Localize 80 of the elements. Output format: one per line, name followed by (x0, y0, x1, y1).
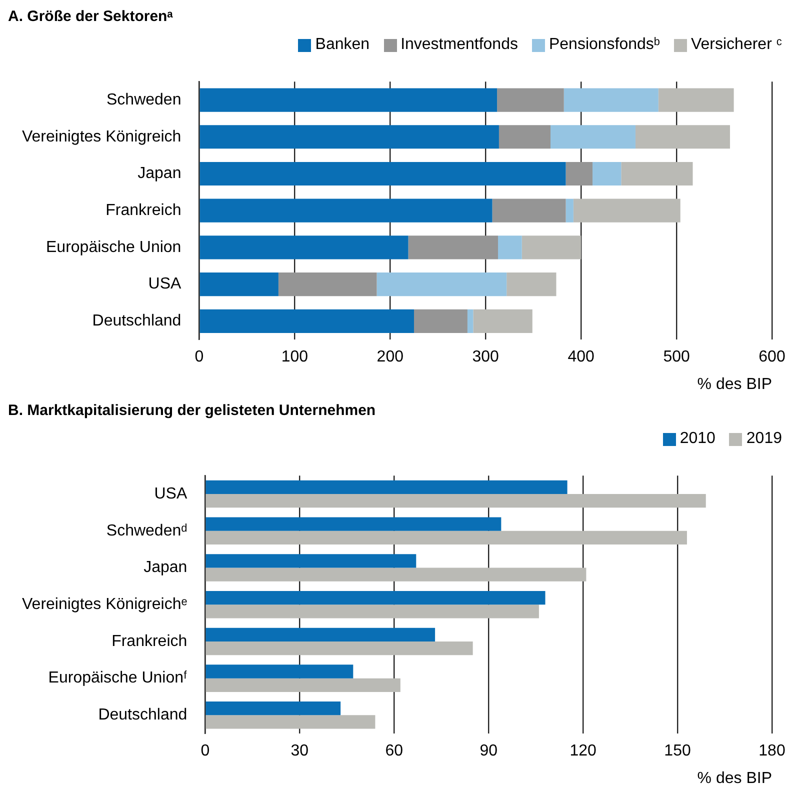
bar (200, 162, 566, 186)
y-tick-label: Vereinigtes Königreich (22, 128, 182, 146)
bar (206, 604, 539, 618)
y-tick-label: Japan (144, 559, 188, 576)
chart-title: B. Marktkapitalisierung der gelisteten Unternehmen (7, 401, 377, 421)
bar (206, 517, 502, 531)
bar (635, 125, 730, 149)
bar (473, 309, 532, 333)
y-tick-label: Frankreich (112, 632, 188, 650)
bar (414, 309, 468, 333)
bar (206, 480, 568, 494)
bar (522, 236, 582, 260)
bar (206, 678, 400, 692)
bar (467, 309, 474, 333)
bar (408, 236, 498, 260)
x-tick-label: 500 (663, 348, 690, 366)
y-tick-label: USA (148, 276, 182, 293)
y-tick-label: Europäische Union (46, 238, 182, 256)
x-tick-label: 60 (385, 742, 404, 760)
bar (206, 664, 354, 678)
bar (206, 590, 546, 605)
bar (200, 272, 278, 296)
y-tick-label: Schweden (106, 91, 182, 108)
legend-label: Investmentfonds (400, 36, 518, 54)
bar (550, 125, 636, 149)
y-tick-label: Frankreich (106, 202, 182, 220)
bar (376, 272, 507, 296)
x-tick-label: 100 (281, 348, 308, 366)
x-tick-label: 0 (194, 348, 204, 366)
legend-label: Pensionsfondsᵇ (548, 36, 660, 54)
bar (206, 494, 706, 508)
bar (200, 236, 408, 260)
x-tick-label: 600 (758, 348, 786, 366)
legend-label: 2010 (680, 430, 716, 448)
bar (206, 715, 376, 729)
x-axis-title: % des BIP (697, 376, 772, 393)
x-tick-label: 120 (570, 742, 596, 760)
x-tick-label: 150 (664, 742, 691, 760)
bar (200, 309, 414, 333)
legend-label: 2019 (746, 430, 782, 448)
x-tick-label: 300 (472, 348, 500, 366)
bar (566, 162, 593, 186)
x-tick-label: 400 (568, 348, 595, 366)
bar (573, 198, 680, 222)
y-tick-label: Deutschland (98, 706, 188, 724)
chart-title: A. Größe der Sektorenᵃ (7, 7, 174, 27)
x-tick-label: 200 (376, 348, 404, 366)
bar (200, 125, 499, 149)
bar (564, 88, 658, 112)
y-tick-label: USA (154, 485, 188, 502)
bar (206, 530, 687, 545)
bar (206, 628, 436, 642)
bar (498, 236, 522, 260)
bar (566, 198, 574, 222)
bar (206, 568, 586, 582)
legend-label: Banken (315, 36, 370, 54)
bar (621, 162, 693, 186)
bar (492, 198, 566, 222)
x-tick-label: 180 (758, 742, 786, 760)
y-tick-label: Schwedenᵈ (106, 522, 188, 540)
bar (658, 88, 734, 112)
bar (506, 272, 556, 296)
bar (206, 702, 341, 716)
y-tick-label: Deutschland (92, 312, 182, 330)
bar (206, 554, 416, 568)
bar (200, 88, 498, 112)
bar (498, 125, 551, 149)
bar (497, 88, 564, 112)
bar (206, 641, 473, 656)
x-tick-label: 90 (480, 742, 498, 760)
y-tick-label: Japan (138, 165, 182, 182)
y-tick-label: Europäische Unionᶠ (48, 670, 188, 687)
bar (278, 272, 377, 296)
x-tick-label: 30 (290, 742, 309, 760)
legend-label: Versicherer ᶜ (690, 36, 782, 54)
x-tick-label: 0 (200, 742, 210, 760)
bar (200, 198, 492, 222)
bar (592, 162, 622, 186)
y-tick-label: Vereinigtes Königreichᵉ (22, 596, 188, 614)
x-axis-title: % des BIP (697, 770, 772, 787)
